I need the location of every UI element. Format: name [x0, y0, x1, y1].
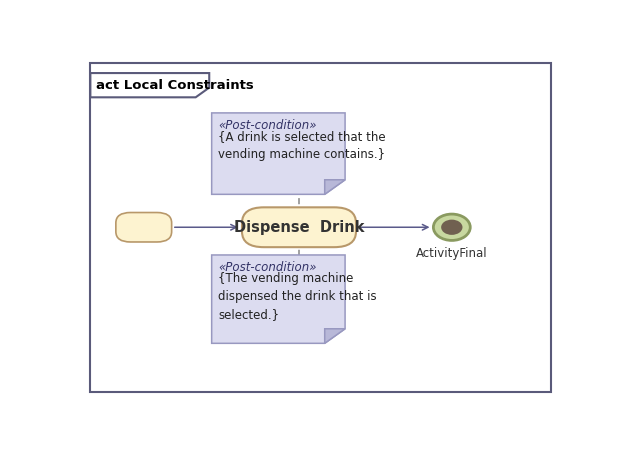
Text: ActivityFinal: ActivityFinal	[416, 248, 488, 261]
Text: {The vending machine
dispensed the drink that is
selected.}: {The vending machine dispensed the drink…	[218, 272, 377, 321]
FancyBboxPatch shape	[116, 212, 172, 242]
FancyBboxPatch shape	[242, 207, 356, 247]
Text: «Post-condition»: «Post-condition»	[218, 119, 317, 132]
Polygon shape	[325, 180, 345, 194]
Text: «Post-condition»: «Post-condition»	[218, 261, 317, 274]
Polygon shape	[212, 255, 345, 343]
Polygon shape	[325, 329, 345, 343]
Circle shape	[433, 214, 470, 240]
Text: {A drink is selected that the
vending machine contains.}: {A drink is selected that the vending ma…	[218, 130, 386, 161]
Polygon shape	[90, 73, 209, 97]
FancyBboxPatch shape	[90, 63, 552, 392]
Text: act Local Constraints: act Local Constraints	[96, 79, 254, 92]
Circle shape	[441, 220, 463, 235]
Text: Dispense  Drink: Dispense Drink	[233, 220, 364, 235]
Polygon shape	[212, 113, 345, 194]
